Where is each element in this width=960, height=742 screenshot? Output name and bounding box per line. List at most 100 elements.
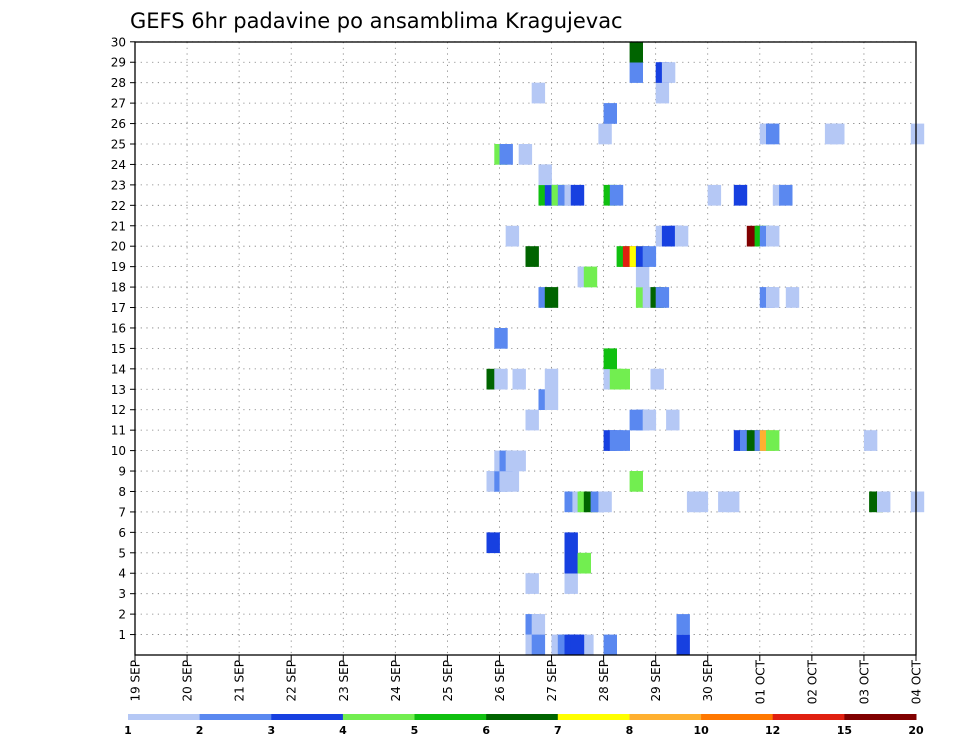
- y-tick-label: 16: [111, 321, 126, 335]
- y-tick-label: 15: [111, 342, 126, 356]
- precip-cell: [642, 246, 657, 267]
- precip-cell: [583, 266, 598, 288]
- x-tick-label: 21 SEP: [233, 660, 247, 702]
- precip-cell: [570, 184, 585, 206]
- legend-swatch: [557, 714, 630, 720]
- precip-cell: [525, 409, 539, 431]
- y-tick-label: 4: [118, 567, 126, 581]
- x-axis-ticks: 19 SEP 20 SEP 21 SEP 22 SEP 23 SEP 24 SEP 25 S…: [129, 655, 924, 704]
- precip-cell: [531, 614, 546, 635]
- precip-cell: [655, 287, 670, 308]
- precip-cell: [531, 82, 546, 104]
- precip-cell: [525, 573, 539, 594]
- precip-cell: [564, 573, 578, 594]
- x-tick-label: 29 SEP: [649, 660, 663, 702]
- legend-label: 7: [554, 724, 562, 737]
- legend-label: 3: [267, 724, 275, 737]
- precip-cell: [766, 287, 780, 308]
- precip-cell: [674, 225, 689, 247]
- precip-cell: [531, 634, 546, 656]
- precip-cell: [785, 287, 800, 308]
- x-tick-label: 28 SEP: [597, 660, 611, 702]
- x-tick-label: 02 OCT: [805, 659, 819, 704]
- precip-cell: [603, 634, 617, 656]
- precip-cell: [910, 491, 925, 513]
- x-tick-label: 26 SEP: [493, 660, 507, 702]
- precip-cell: [544, 389, 559, 410]
- legend-swatch: [271, 714, 344, 720]
- legend-label: 2: [196, 724, 204, 737]
- precip-cell: [642, 409, 657, 431]
- legend-label: 15: [837, 724, 852, 737]
- precip-cell: [661, 62, 676, 83]
- y-tick-label: 7: [118, 505, 126, 519]
- precip-cell: [538, 164, 552, 186]
- y-tick-label: 26: [111, 117, 126, 131]
- legend-label: 5: [411, 724, 419, 737]
- precip-cell: [877, 491, 891, 513]
- precip-cell: [505, 225, 520, 247]
- precip-cell: [655, 82, 670, 104]
- y-axis-ticks: 1234567891011121314151617181920212223242…: [111, 35, 135, 642]
- precip-cell: [512, 368, 526, 390]
- y-tick-label: 14: [111, 362, 126, 376]
- legend-label: 1: [124, 724, 132, 737]
- precip-cell: [577, 552, 591, 574]
- precip-cell: [499, 144, 513, 165]
- x-tick-label: 04 OCT: [910, 659, 924, 704]
- x-tick-label: 01 OCT: [753, 659, 767, 704]
- precip-cell: [486, 532, 500, 554]
- precip-cell: [766, 225, 780, 247]
- precip-cell: [603, 103, 617, 124]
- y-tick-label: 23: [111, 178, 126, 192]
- precip-cell: [629, 471, 643, 492]
- y-tick-label: 5: [118, 546, 126, 560]
- legend-label: 4: [339, 724, 347, 737]
- y-tick-label: 13: [111, 383, 126, 397]
- precip-cell: [564, 532, 578, 554]
- legend-label: 10: [693, 724, 709, 737]
- precip-cell: [910, 123, 925, 145]
- precip-cell: [564, 552, 578, 574]
- x-tick-label: 23 SEP: [337, 660, 351, 702]
- legend-label: 20: [908, 724, 924, 737]
- legend-swatch: [701, 714, 774, 720]
- y-tick-label: 11: [111, 424, 126, 438]
- legend-label: 12: [765, 724, 780, 737]
- color-legend: 1 2 3 4 5 6 7 8 10 12 15 20: [124, 714, 924, 737]
- x-tick-label: 20 SEP: [181, 660, 195, 702]
- y-tick-label: 24: [111, 158, 126, 172]
- y-tick-label: 27: [111, 97, 126, 111]
- y-tick-label: 3: [118, 587, 126, 601]
- precip-cell: [726, 491, 740, 513]
- x-tick-label: 22 SEP: [285, 660, 299, 702]
- legend-swatch: [199, 714, 272, 720]
- precip-cell: [505, 471, 520, 492]
- precip-cell: [603, 348, 617, 370]
- legend-swatch: [844, 714, 917, 720]
- precip-cell: [616, 430, 630, 451]
- legend-swatch: [414, 714, 487, 720]
- precip-cell: [650, 368, 664, 390]
- y-tick-label: 1: [118, 628, 126, 642]
- y-tick-label: 19: [111, 260, 126, 274]
- y-tick-label: 29: [111, 56, 126, 70]
- precip-cell: [863, 430, 878, 451]
- precip-cell: [629, 41, 643, 63]
- x-tick-label: 19 SEP: [129, 660, 143, 702]
- precip-cell: [525, 246, 539, 267]
- y-tick-label: 21: [111, 219, 126, 233]
- precip-cell: [598, 491, 612, 513]
- precip-cell: [494, 328, 508, 349]
- y-tick-label: 2: [118, 608, 126, 622]
- precip-cell: [676, 634, 690, 656]
- legend-swatch: [772, 714, 845, 720]
- legend-swatch: [629, 714, 702, 720]
- precip-cell: [733, 184, 748, 206]
- y-tick-label: 20: [111, 240, 126, 254]
- x-tick-label: 25 SEP: [441, 660, 455, 702]
- precip-cell: [766, 123, 780, 145]
- precip-cell: [512, 450, 526, 472]
- x-tick-label: 03 OCT: [857, 659, 871, 704]
- precip-cell: [635, 266, 650, 288]
